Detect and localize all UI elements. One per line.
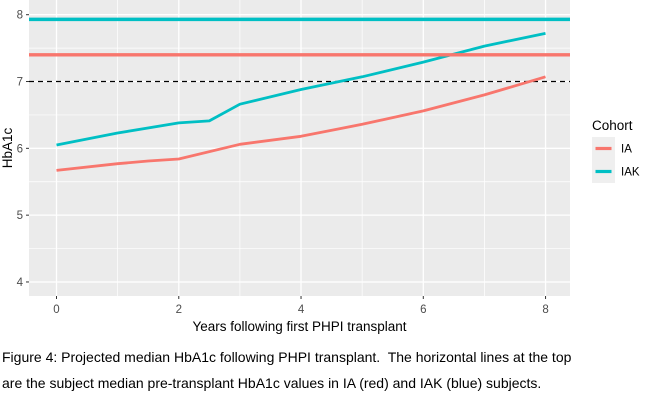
- x-axis-tick-label: 8: [542, 304, 548, 316]
- y-axis-tick-label: 8: [17, 10, 23, 22]
- y-axis-tick-label: 7: [17, 77, 23, 89]
- y-axis-tick-label: 6: [17, 143, 23, 155]
- y-axis-title: HbA1c: [0, 127, 15, 168]
- x-axis-title: Years following first PHPI transplant: [192, 319, 406, 334]
- legend-label-ia: IA: [621, 144, 632, 156]
- figure-caption: Figure 4: Projected median HbA1c followi…: [2, 344, 665, 396]
- x-axis-tick-label: 4: [298, 304, 305, 316]
- y-axis-tick-label: 4: [17, 277, 24, 289]
- y-axis-tick-label: 5: [17, 210, 23, 222]
- series-line-ia: [56, 75, 546, 172]
- caption-line-1: Figure 4: Projected median HbA1c followi…: [2, 349, 572, 365]
- x-axis-tick-label: 6: [420, 304, 426, 316]
- legend-label-iak: IAK: [621, 167, 640, 179]
- legend-title: Cohort: [592, 118, 633, 133]
- hba1c-line-chart: 4 5 6 7 8 0 2 4 6 8 Years following first PHPI tra…: [0, 0, 640, 334]
- x-axis-tick-label: 0: [53, 304, 59, 316]
- x-axis-tick-label: 2: [176, 304, 182, 316]
- caption-line-2: are the subject median pre-transplant Hb…: [2, 375, 542, 391]
